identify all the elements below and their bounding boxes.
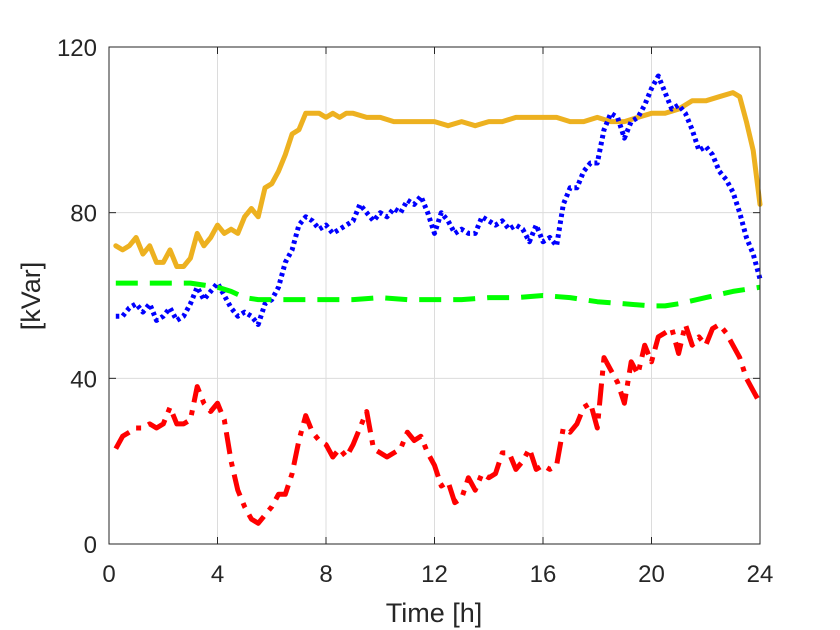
x-tick-label: 12 [421,561,448,588]
x-axis-label: Time [h] [386,598,483,628]
series-line-4 [113,322,763,526]
series-line-2 [115,73,763,327]
x-tick-labels: 0 4 8 12 16 20 24 [102,561,773,588]
x-tick-label: 20 [638,561,665,588]
y-tick-label: 80 [70,201,97,228]
series-line-3 [115,280,761,309]
y-axis-label: [kVar] [16,262,46,331]
tick-marks [108,46,761,545]
x-tick-label: 24 [747,561,774,588]
x-tick-label: 16 [530,561,557,588]
y-tick-label: 120 [57,35,97,62]
y-tick-label: 40 [70,366,97,393]
series-lines [113,73,763,526]
x-tick-label: 4 [211,561,224,588]
y-tick-labels: 0 40 80 120 [57,35,97,559]
y-tick-label: 0 [84,532,97,559]
x-tick-label: 8 [319,561,332,588]
x-tick-label: 0 [102,561,115,588]
